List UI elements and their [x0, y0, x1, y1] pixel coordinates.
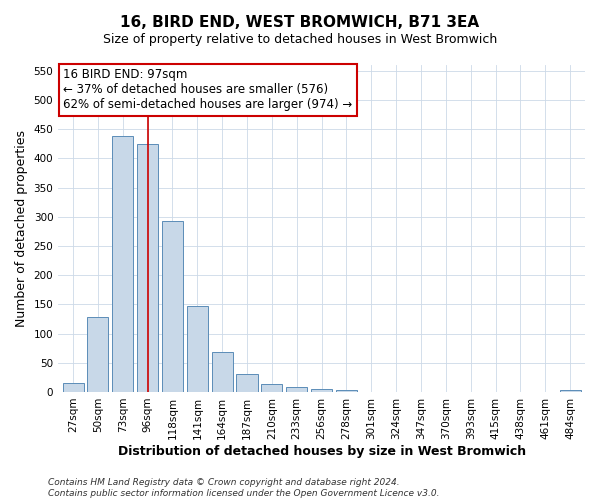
- Bar: [236, 374, 257, 392]
- Bar: [212, 352, 233, 392]
- Bar: [311, 389, 332, 392]
- Text: Contains HM Land Registry data © Crown copyright and database right 2024.
Contai: Contains HM Land Registry data © Crown c…: [48, 478, 439, 498]
- Y-axis label: Number of detached properties: Number of detached properties: [15, 130, 28, 327]
- Bar: [187, 306, 208, 392]
- Text: 16 BIRD END: 97sqm
← 37% of detached houses are smaller (576)
62% of semi-detach: 16 BIRD END: 97sqm ← 37% of detached hou…: [64, 68, 353, 112]
- Bar: [262, 384, 283, 392]
- Bar: [336, 390, 357, 392]
- X-axis label: Distribution of detached houses by size in West Bromwich: Distribution of detached houses by size …: [118, 444, 526, 458]
- Bar: [112, 136, 133, 392]
- Bar: [286, 388, 307, 392]
- Text: 16, BIRD END, WEST BROMWICH, B71 3EA: 16, BIRD END, WEST BROMWICH, B71 3EA: [121, 15, 479, 30]
- Bar: [560, 390, 581, 392]
- Bar: [162, 222, 183, 392]
- Text: Size of property relative to detached houses in West Bromwich: Size of property relative to detached ho…: [103, 32, 497, 46]
- Bar: [137, 144, 158, 392]
- Bar: [88, 317, 109, 392]
- Bar: [62, 383, 83, 392]
